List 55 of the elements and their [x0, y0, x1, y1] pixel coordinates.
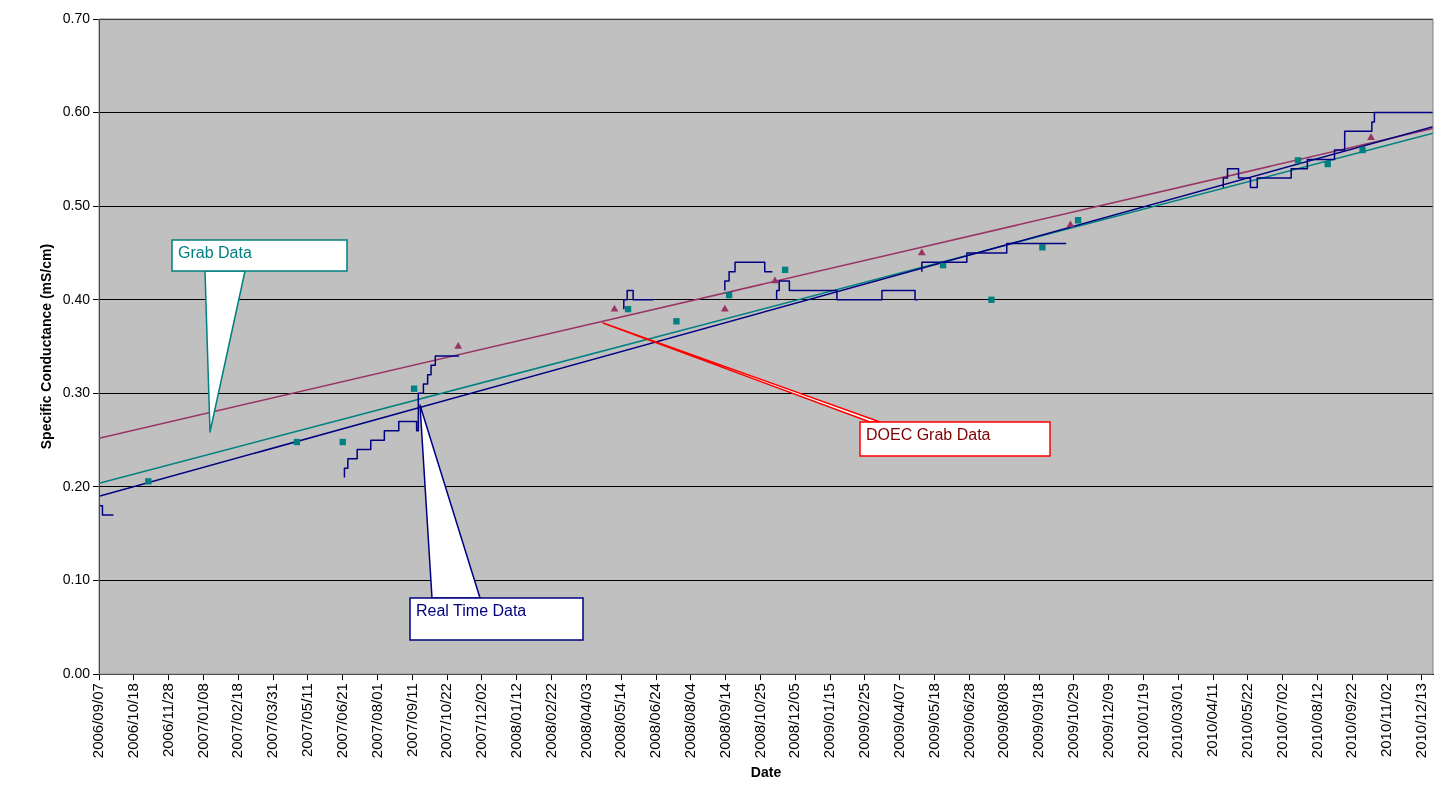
annotation: Grab Data: [178, 244, 252, 262]
x-tick-label: 2010/07/02: [1272, 683, 1290, 759]
y-tick-label: 0.30: [62, 384, 91, 401]
x-tick-label: 2008/06/24: [646, 683, 664, 759]
x-tick-label: 2007/12/02: [472, 683, 490, 759]
x-tick-label: 2010/11/02: [1377, 683, 1395, 758]
y-tick-label: 0.40: [62, 290, 91, 307]
x-tick-label: 2009/02/25: [855, 683, 873, 759]
x-tick-label: 2009/12/09: [1098, 683, 1116, 759]
x-tick-label: 2007/02/18: [228, 683, 246, 759]
y-tick-label: 0.70: [62, 9, 91, 26]
x-tick-label: 2010/12/13: [1412, 683, 1430, 759]
x-tick-label: 2007/08/01: [367, 683, 385, 759]
annotation: Real Time Data: [416, 602, 527, 620]
x-tick-label: 2010/08/12: [1307, 683, 1325, 759]
x-tick-label: 2010/05/22: [1238, 683, 1256, 759]
y-axis-title: Specific Conductance (mS/cm): [38, 243, 55, 450]
x-tick-label: 2008/10/25: [750, 683, 768, 759]
x-tick-label: 2007/06/21: [332, 683, 350, 759]
x-tick-label: 2009/09/18: [1029, 683, 1047, 759]
x-tick-label: 2009/06/28: [959, 683, 977, 759]
speech-callout: DOEC Grab Data: [601, 321, 1052, 458]
x-tick-label: 2006/09/07: [89, 683, 107, 759]
x-tick-label: 2008/01/12: [506, 683, 524, 759]
x-tick-label: 2008/12/05: [785, 683, 803, 759]
x-tick-label: 2007/10/22: [437, 683, 455, 759]
x-tick-label: 2008/02/22: [541, 683, 559, 759]
x-tick-label: 2010/04/11: [1203, 683, 1221, 758]
x-tick-label: 2008/08/04: [681, 683, 699, 759]
x-tick-label: 2008/09/14: [715, 683, 733, 759]
y-tick-label: 0.60: [62, 103, 91, 120]
x-tick-label: 2007/09/11: [402, 683, 420, 758]
y-tick-label: 0.50: [62, 197, 91, 214]
x-tick-label: 2009/04/07: [889, 683, 907, 759]
x-tick-label: 2006/10/18: [124, 683, 141, 759]
x-tick-label: 2006/11/28: [158, 683, 176, 758]
y-tick-label: 0.10: [62, 571, 91, 588]
x-tick-label: 2010/09/22: [1342, 683, 1360, 759]
x-axis-title: Date: [750, 764, 782, 781]
x-tick-label: 2008/04/03: [576, 683, 594, 759]
x-tick-label: 2009/08/08: [994, 683, 1012, 759]
x-tick-label: 2010/01/19: [1133, 683, 1151, 759]
x-tick-label: 2009/05/18: [924, 683, 942, 759]
y-tick-label: 0.20: [62, 477, 91, 494]
x-tick-label: 2010/03/01: [1168, 683, 1186, 759]
speech-callout: Grab Data: [170, 238, 349, 434]
annotation: DOEC Grab Data: [866, 426, 991, 444]
x-tick-label: 2007/05/11: [298, 683, 316, 758]
x-tick-label: 2009/01/15: [820, 683, 838, 759]
x-tick-label: 2009/10/29: [1063, 683, 1081, 759]
x-tick-label: 2007/01/08: [193, 683, 211, 759]
x-tick-label: 2007/03/31: [263, 683, 281, 759]
y-tick-label: 0.00: [62, 664, 91, 681]
x-tick-label: 2008/05/14: [611, 683, 629, 759]
speech-callout: Real Time Data: [408, 403, 585, 642]
